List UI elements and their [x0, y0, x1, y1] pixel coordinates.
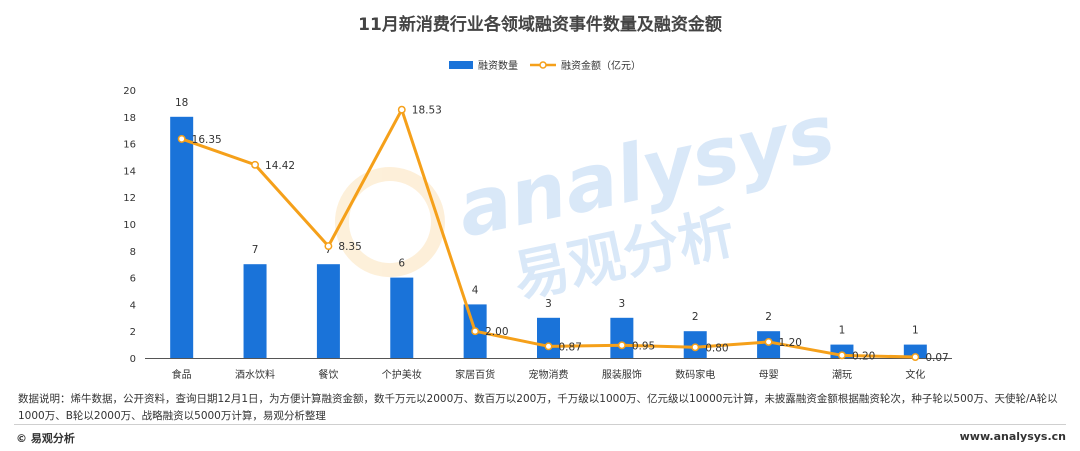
footer-brand: © 易观分析: [16, 432, 75, 445]
line-data-label: 14.42: [265, 160, 295, 172]
bar-data-label: 7: [252, 244, 259, 256]
bar-data-label: 3: [545, 298, 552, 310]
line-data-label: 0.20: [852, 350, 875, 362]
bar-data-label: 1: [912, 325, 919, 337]
bar-series: 18 7 7 6 4 3 3 2 2 1 1: [170, 97, 927, 358]
line-point: [397, 105, 406, 114]
legend-line-label: 融资金额（亿元）: [561, 59, 641, 72]
watermark-logo-icon: [334, 167, 445, 278]
line-data-label: 2.00: [485, 326, 508, 338]
line-point: [177, 134, 186, 143]
line-point: [324, 242, 333, 251]
bar-data-label: 1: [839, 325, 846, 337]
bar: [903, 344, 927, 358]
y-axis: 0 2 4 6 8 10 12 14 16 18 20: [123, 86, 136, 365]
line-point: [838, 351, 846, 360]
line-point: [617, 341, 626, 350]
line-point: [764, 337, 773, 346]
legend-line-marker: [539, 61, 547, 69]
x-tick-label: 个护美妆: [382, 368, 422, 381]
footer-website: www.analysys.cn: [959, 430, 1066, 443]
line-point: [471, 327, 480, 336]
bar-data-label: 4: [472, 284, 479, 296]
legend-bar-swatch: [449, 61, 473, 69]
x-tick-label: 文化: [905, 368, 925, 381]
x-axis: 食品 酒水饮料 餐饮 个护美妆 家居百货 宠物消费 服装服饰 数码家电 母婴 潮玩 文化: [145, 358, 952, 381]
y-tick-label: 4: [130, 300, 136, 311]
line-data-label: 0.07: [925, 352, 948, 364]
x-tick-label: 宠物消费: [529, 368, 569, 381]
x-tick-label: 数码家电: [675, 368, 715, 381]
line-point: [251, 160, 259, 169]
line-data-label: 16.35: [192, 134, 222, 146]
x-tick-label: 家居百货: [455, 368, 495, 381]
bar-data-label: 2: [692, 311, 699, 323]
data-note: 数据说明：烯牛数据，公开资料，查询日期12月1日，为方便计算融资金额，数千万元以…: [18, 393, 1058, 422]
bar: [243, 264, 267, 358]
x-tick-label: 服装服饰: [602, 368, 642, 381]
line-point: [544, 342, 553, 351]
x-tick-label: 酒水饮料: [235, 368, 275, 381]
line-data-label: 1.20: [779, 337, 802, 349]
y-tick-label: 8: [130, 247, 136, 258]
footer-divider: [14, 424, 1066, 425]
y-tick-label: 18: [123, 113, 136, 124]
y-tick-label: 6: [130, 274, 136, 285]
bar: [610, 317, 634, 358]
y-tick-label: 10: [123, 220, 136, 231]
bar-data-label: 7: [325, 244, 332, 256]
line-point: [911, 353, 920, 362]
line-data-label: 8.35: [338, 241, 361, 253]
x-tick-label: 餐饮: [318, 368, 338, 381]
bar-data-label: 18: [175, 97, 188, 109]
y-tick-label: 0: [130, 354, 136, 365]
bar: [390, 277, 414, 358]
line-data-label: 0.87: [559, 341, 582, 353]
line-point: [691, 343, 700, 352]
line-data-label: 0.95: [632, 340, 655, 352]
bar: [170, 116, 194, 358]
legend-bar-label: 融资数量: [478, 59, 518, 72]
x-tick-label: 母婴: [759, 369, 779, 381]
x-tick-label: 食品: [172, 368, 192, 381]
bar-data-label: 3: [619, 298, 626, 310]
line-series: 16.35 14.42 8.35 18.53 2.00 0.87 0.95 0.80 1.20 0…: [177, 105, 949, 364]
y-tick-label: 14: [123, 166, 136, 177]
chart-title: 11月新消费行业各领域融资事件数量及融资金额: [358, 15, 722, 35]
legend: 融资数量 融资金额（亿元）: [449, 59, 641, 72]
x-tick-label: 潮玩: [832, 368, 852, 381]
line-data-label: 0.80: [705, 342, 728, 354]
bar: [316, 264, 340, 358]
bar-data-label: 6: [398, 258, 405, 270]
y-tick-label: 12: [123, 193, 136, 204]
line-data-label: 18.53: [412, 105, 442, 117]
y-tick-label: 20: [123, 86, 136, 97]
y-tick-label: 2: [130, 327, 136, 338]
bar: [537, 317, 560, 358]
y-tick-label: 16: [123, 140, 136, 151]
bar-data-label: 2: [765, 311, 772, 323]
